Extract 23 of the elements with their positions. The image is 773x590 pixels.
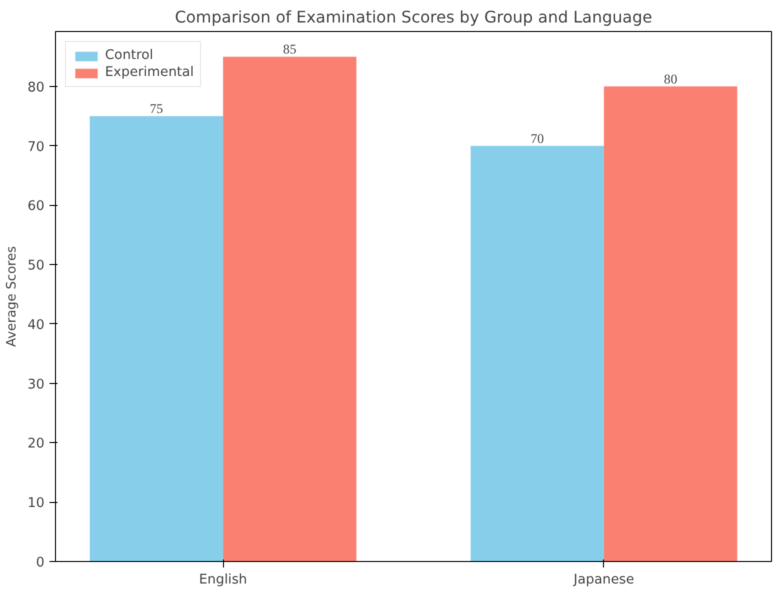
legend-label: Control xyxy=(105,48,154,63)
y-tick-label: 80 xyxy=(28,80,45,96)
y-tick-label: 40 xyxy=(28,318,45,333)
chart-title: Comparison of Examination Scores by Group and Language xyxy=(174,8,652,26)
y-tick-label: 30 xyxy=(28,377,45,392)
y-tick-label: 20 xyxy=(28,436,45,452)
legend-label: Experimental xyxy=(105,65,194,80)
bar xyxy=(470,146,604,562)
x-tick-label: English xyxy=(199,572,248,588)
data-label: 85 xyxy=(283,42,297,57)
bar xyxy=(604,86,738,562)
x-tick-label: Japanese xyxy=(572,572,634,588)
data-label: 80 xyxy=(664,71,678,86)
bar xyxy=(223,56,356,562)
data-label: 75 xyxy=(150,101,164,116)
bar xyxy=(90,116,224,562)
y-tick-label: 50 xyxy=(28,258,45,274)
y-axis-title: Average Scores xyxy=(4,246,20,347)
y-tick-label: 60 xyxy=(28,199,45,214)
data-label: 70 xyxy=(530,130,544,146)
y-tick-label: 0 xyxy=(36,556,45,570)
y-tick-label: 10 xyxy=(28,496,45,512)
y-tick-label: 70 xyxy=(28,140,45,155)
